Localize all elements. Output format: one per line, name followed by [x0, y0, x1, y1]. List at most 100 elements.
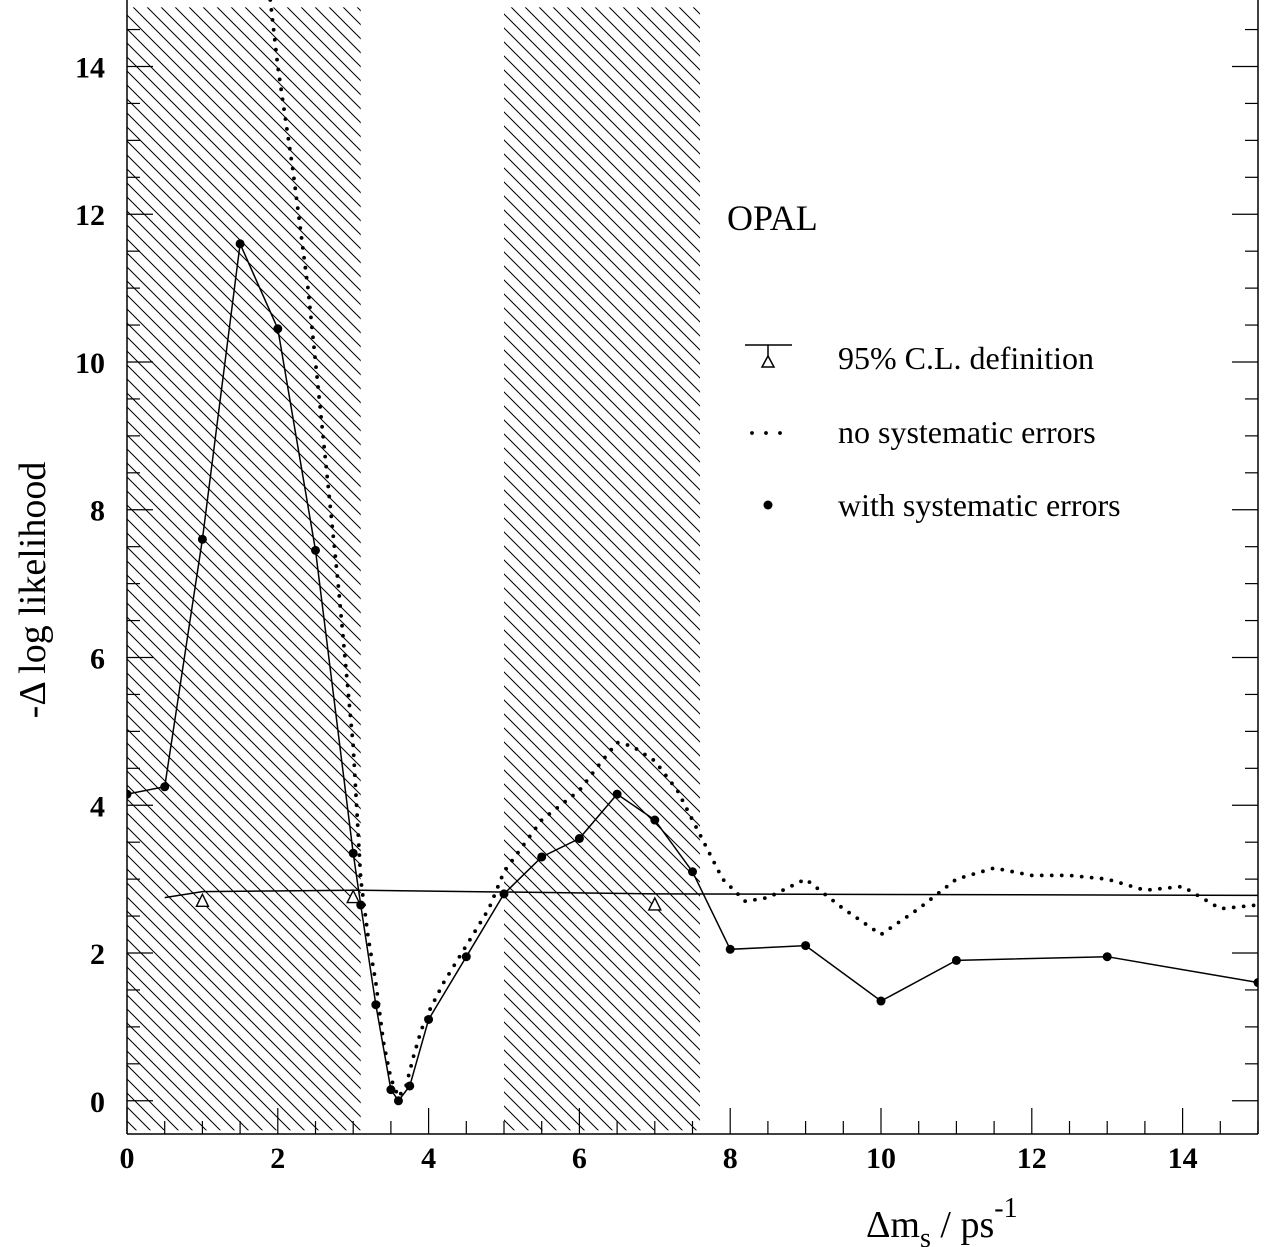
- no-syst-dot: [346, 693, 351, 698]
- no-syst-dot: [414, 1044, 419, 1049]
- no-syst-dot: [478, 920, 483, 925]
- no-syst-dot: [369, 952, 373, 957]
- no-syst-dot: [272, 37, 277, 42]
- no-syst-dot: [952, 878, 957, 883]
- no-syst-dot: [269, 8, 274, 12]
- no-syst-dot: [279, 87, 284, 92]
- y-tick-label: 2: [90, 938, 105, 971]
- no-syst-dot: [363, 912, 368, 917]
- no-syst-dot: [1020, 871, 1024, 876]
- no-syst-dot: [275, 57, 279, 62]
- no-syst-dot: [287, 146, 292, 151]
- no-syst-dot: [338, 603, 343, 608]
- no-syst-dot: [344, 673, 349, 678]
- no-syst-dot: [762, 896, 767, 901]
- no-syst-dot: [379, 1021, 383, 1026]
- no-syst-dot: [312, 345, 316, 350]
- no-syst-dot: [319, 414, 323, 419]
- y-axis-label: -Δ log likelihood: [12, 462, 54, 719]
- no-syst-dot: [356, 843, 361, 848]
- no-syst-dot: [289, 156, 294, 161]
- series-layer: [127, 0, 1258, 1106]
- no-syst-dot: [428, 1007, 433, 1011]
- no-syst-dot: [299, 236, 304, 240]
- no-syst-dot: [310, 325, 314, 330]
- cl-triangle-marker: [647, 896, 662, 911]
- no-syst-dot: [295, 206, 300, 211]
- no-syst-dot: [1069, 873, 1074, 878]
- no-syst-dot: [293, 186, 298, 191]
- with-syst-point: [235, 239, 245, 249]
- no-syst-dot: [334, 564, 339, 568]
- no-syst-dot: [855, 916, 860, 921]
- no-syst-dot: [333, 554, 338, 559]
- with-syst-point: [356, 900, 366, 910]
- no-syst-dot: [351, 753, 356, 758]
- no-syst-dot: [320, 424, 325, 429]
- x-axis-label-main: Δm: [866, 1204, 920, 1246]
- no-syst-dot: [356, 833, 361, 838]
- no-syst-dot: [283, 117, 288, 121]
- no-syst-dot: [694, 825, 698, 829]
- no-syst-dot: [348, 713, 353, 718]
- y-tick-label: 0: [90, 1086, 105, 1119]
- no-syst-dot: [728, 885, 733, 890]
- x-tick-label: 0: [120, 1142, 135, 1175]
- no-syst-dot: [781, 888, 785, 893]
- no-syst-dot: [971, 872, 976, 877]
- y-tick-label: 12: [75, 199, 105, 232]
- no-syst-dot: [657, 765, 662, 770]
- no-syst-dot: [516, 850, 520, 855]
- no-syst-dot: [1059, 873, 1064, 878]
- x-tick-label: 10: [866, 1142, 896, 1175]
- with-syst-point: [405, 1081, 415, 1091]
- no-syst-dot: [367, 942, 372, 947]
- no-syst-dot: [990, 866, 995, 871]
- no-syst-dot: [1251, 903, 1256, 908]
- no-syst-dot: [1000, 867, 1005, 872]
- with-syst-point: [688, 867, 697, 877]
- no-syst-dot: [411, 1054, 416, 1059]
- no-syst-dot: [539, 818, 544, 823]
- no-syst-dot: [324, 464, 329, 469]
- no-syst-dot: [294, 196, 299, 201]
- no-syst-dot: [1119, 881, 1123, 886]
- no-syst-dot: [533, 826, 538, 831]
- no-syst-dot: [736, 892, 740, 897]
- no-syst-dot: [327, 494, 332, 499]
- no-syst-dot: [712, 860, 717, 865]
- no-syst-dot: [685, 807, 689, 812]
- no-syst-dot: [831, 898, 835, 903]
- no-syst-dot: [1186, 888, 1191, 893]
- no-syst-dot: [304, 275, 309, 280]
- no-syst-dot: [335, 574, 340, 578]
- legend-dot-sample: [778, 431, 782, 435]
- no-syst-dot: [1204, 898, 1208, 903]
- legend-triangle-marker: [760, 354, 776, 368]
- no-syst-dot: [441, 980, 446, 985]
- no-syst-dot: [409, 1063, 414, 1068]
- no-syst-dot: [527, 834, 532, 839]
- no-syst-dot: [1109, 878, 1114, 883]
- no-syst-dot: [365, 932, 370, 937]
- no-syst-dot: [663, 773, 668, 778]
- no-syst-dot: [313, 355, 317, 360]
- no-syst-dot: [1079, 874, 1084, 879]
- no-syst-dot: [307, 295, 311, 300]
- y-tick-label: 14: [75, 51, 105, 84]
- no-syst-dot: [1231, 905, 1236, 910]
- no-syst-dot: [311, 335, 315, 340]
- no-syst-dot: [1128, 884, 1133, 888]
- no-syst-dot: [331, 534, 336, 539]
- no-syst-dot: [303, 265, 308, 270]
- no-syst-dot: [305, 285, 310, 290]
- no-syst-dot: [341, 643, 346, 648]
- no-syst-dot: [936, 891, 941, 895]
- no-syst-dot: [270, 17, 275, 22]
- with-syst-point: [801, 941, 811, 951]
- legend-entry-cl: 95% C.L. definition: [745, 340, 1094, 376]
- no-syst-dot: [370, 962, 375, 967]
- with-syst-point: [348, 848, 358, 858]
- x-axis-label: Δms / ps-1: [866, 1193, 1018, 1247]
